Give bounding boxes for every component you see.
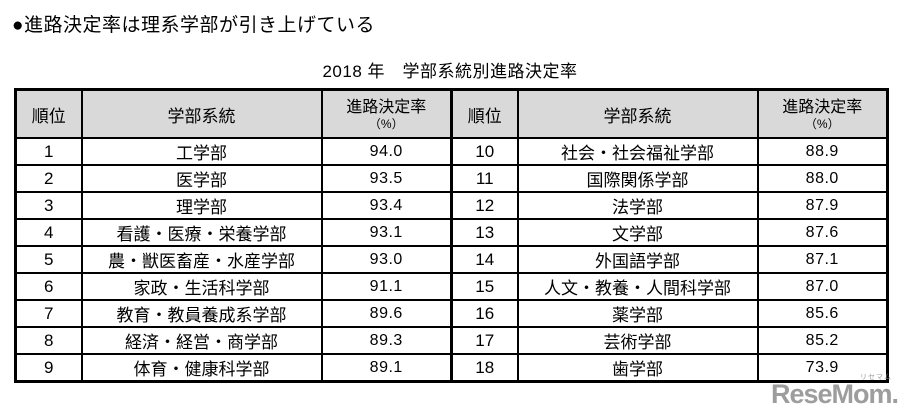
rate-table: 順位 学部系統 進路決定率 （%） 順位 学部系統 進路決定率 （%） 1 工学部…: [14, 88, 889, 383]
rank-cell: 6: [14, 272, 83, 301]
faculty-cell: 歯学部: [516, 353, 759, 383]
table-row: 5 農・獣医畜産・水産学部 93.0 14 外国語学部 87.1: [14, 245, 889, 274]
table-row: 9 体育・健康科学部 89.1 18 歯学部 73.9: [14, 353, 889, 383]
header-rank-right: 順位: [450, 88, 519, 139]
table-row: 8 経済・経営・商学部 89.3 17 芸術学部 85.2: [14, 326, 889, 355]
header-rate-unit: （%）: [804, 117, 840, 131]
rate-cell: 88.0: [756, 164, 889, 193]
headline: ●進路決定率は理系学部が引き上げている: [12, 15, 375, 36]
rank-cell: 1: [14, 137, 83, 166]
faculty-cell: 理学部: [80, 191, 323, 220]
rate-cell: 87.1: [756, 245, 889, 274]
faculty-cell: 法学部: [516, 191, 759, 220]
rank-cell: 10: [450, 137, 519, 166]
rank-cell: 17: [450, 326, 519, 355]
rank-cell: 4: [14, 218, 83, 247]
table-row: 2 医学部 93.5 11 国際関係学部 88.0: [14, 164, 889, 193]
rank-cell: 3: [14, 191, 83, 220]
faculty-cell: 医学部: [80, 164, 323, 193]
rank-cell: 7: [14, 299, 83, 328]
table-row: 6 家政・生活科学部 91.1 15 人文・教養・人間科学部 87.0: [14, 272, 889, 301]
faculty-cell: 教育・教員養成系学部: [80, 299, 323, 328]
resemom-logo: ReseMom.: [770, 379, 899, 409]
header-row: 順位 学部系統 進路決定率 （%） 順位 学部系統 進路決定率 （%）: [14, 88, 889, 139]
rate-cell: 93.5: [320, 164, 453, 193]
rate-cell: 93.1: [320, 218, 453, 247]
faculty-cell: 看護・医療・栄養学部: [80, 218, 323, 247]
table-row: 4 看護・医療・栄養学部 93.1 13 文学部 87.6: [14, 218, 889, 247]
rank-cell: 2: [14, 164, 83, 193]
faculty-cell: 文学部: [516, 218, 759, 247]
rank-cell: 5: [14, 245, 83, 274]
rank-cell: 16: [450, 299, 519, 328]
faculty-cell: 人文・教養・人間科学部: [516, 272, 759, 301]
header-rate-left: 進路決定率 （%）: [320, 88, 453, 139]
rank-cell: 9: [14, 353, 83, 383]
faculty-cell: 薬学部: [516, 299, 759, 328]
rank-cell: 12: [450, 191, 519, 220]
rank-cell: 13: [450, 218, 519, 247]
rate-cell: 87.9: [756, 191, 889, 220]
rate-cell: 89.3: [320, 326, 453, 355]
header-rank-left: 順位: [14, 88, 83, 139]
faculty-cell: 外国語学部: [516, 245, 759, 274]
rank-cell: 18: [450, 353, 519, 383]
rate-cell: 87.0: [756, 272, 889, 301]
rate-cell: 73.9: [756, 353, 889, 383]
rate-cell: 85.6: [756, 299, 889, 328]
rate-cell: 89.6: [320, 299, 453, 328]
header-faculty-left: 学部系統: [80, 88, 323, 139]
header-faculty-right: 学部系統: [516, 88, 759, 139]
faculty-cell: 経済・経営・商学部: [80, 326, 323, 355]
rank-cell: 14: [450, 245, 519, 274]
rate-cell: 87.6: [756, 218, 889, 247]
rate-cell: 89.1: [320, 353, 453, 383]
table-row: 3 理学部 93.4 12 法学部 87.9: [14, 191, 889, 220]
rate-cell: 93.0: [320, 245, 453, 274]
table-title: 2018 年 学部系統別進路決定率: [322, 62, 578, 81]
table-header: 順位 学部系統 進路決定率 （%） 順位 学部系統 進路決定率 （%）: [14, 88, 889, 139]
faculty-cell: 工学部: [80, 137, 323, 166]
faculty-cell: 農・獣医畜産・水産学部: [80, 245, 323, 274]
header-rate-label: 進路決定率: [346, 99, 427, 116]
rate-cell: 85.2: [756, 326, 889, 355]
faculty-cell: 社会・社会福祉学部: [516, 137, 759, 166]
header-rate-right: 進路決定率 （%）: [756, 88, 889, 139]
header-rate-label: 進路決定率: [782, 99, 863, 116]
table-row: 1 工学部 94.0 10 社会・社会福祉学部 88.9: [14, 137, 889, 166]
rate-cell: 91.1: [320, 272, 453, 301]
rank-cell: 15: [450, 272, 519, 301]
faculty-cell: 体育・健康科学部: [80, 353, 323, 383]
faculty-cell: 芸術学部: [516, 326, 759, 355]
rank-cell: 11: [450, 164, 519, 193]
faculty-cell: 国際関係学部: [516, 164, 759, 193]
rate-cell: 93.4: [320, 191, 453, 220]
table-row: 7 教育・教員養成系学部 89.6 16 薬学部 85.6: [14, 299, 889, 328]
table-body: 1 工学部 94.0 10 社会・社会福祉学部 88.9 2 医学部 93.5 11 国際関係学部 8…: [14, 137, 889, 383]
rank-cell: 8: [14, 326, 83, 355]
rate-cell: 88.9: [756, 137, 889, 166]
header-rate-unit: （%）: [368, 117, 404, 131]
rate-cell: 94.0: [320, 137, 453, 166]
faculty-cell: 家政・生活科学部: [80, 272, 323, 301]
